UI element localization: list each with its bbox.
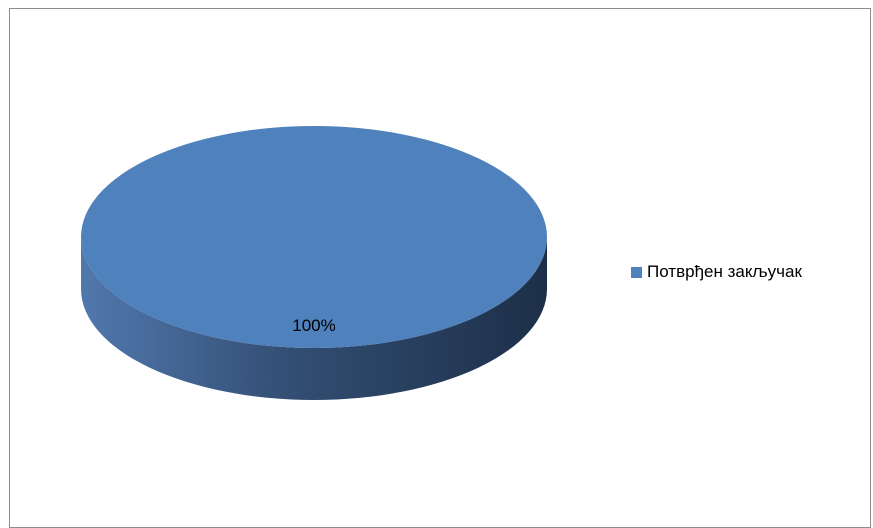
- pie-data-label: 100%: [292, 316, 335, 335]
- legend: Потврђен закључак: [631, 262, 802, 282]
- pie-slice-side: [81, 237, 547, 400]
- legend-swatch: [631, 266, 642, 278]
- pie-slice: [81, 126, 547, 348]
- legend-label: Потврђен закључак: [647, 262, 802, 281]
